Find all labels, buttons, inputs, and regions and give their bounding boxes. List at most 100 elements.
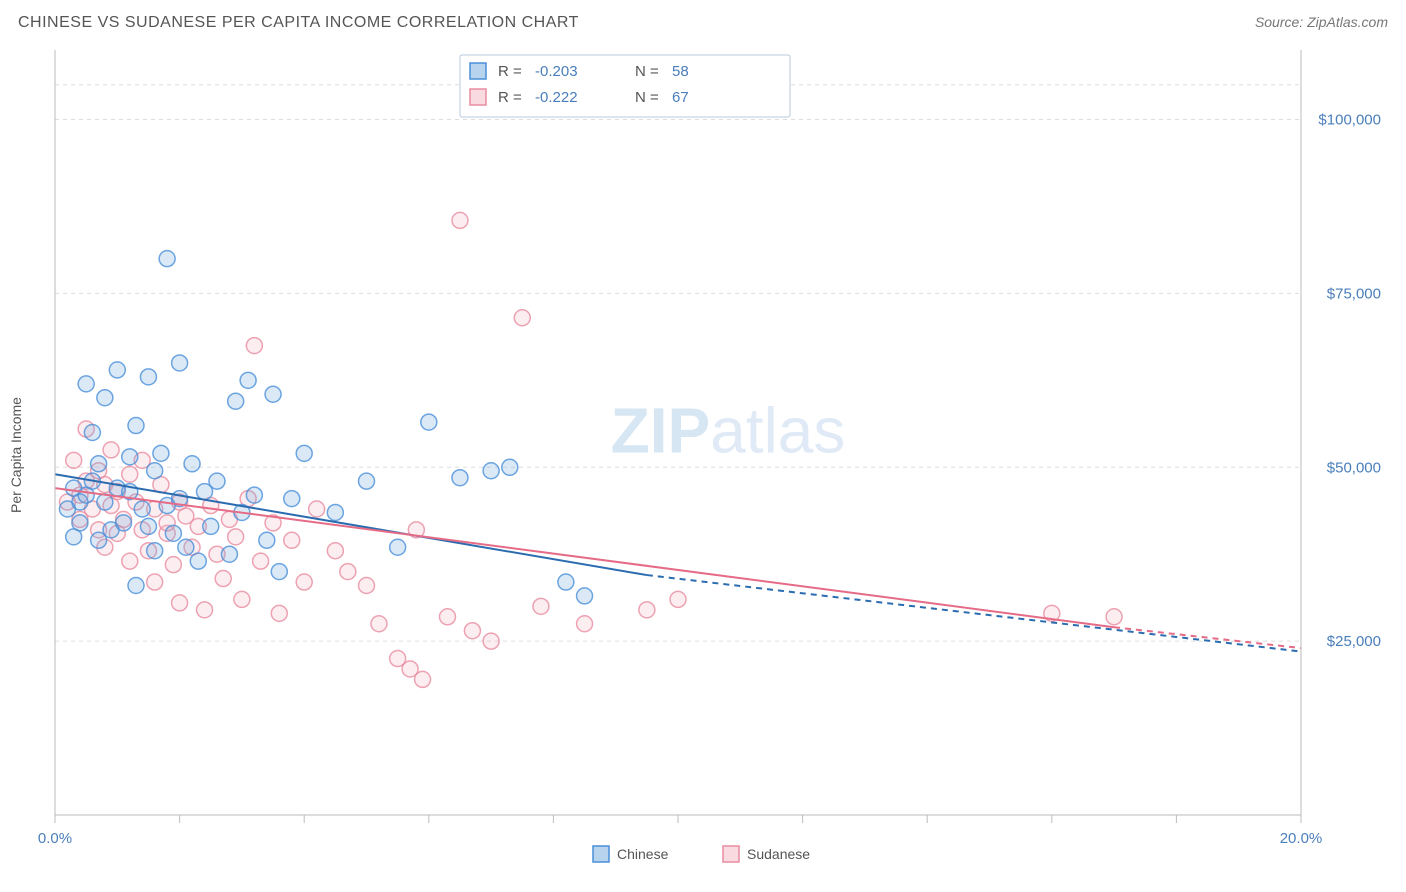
data-point: [577, 588, 593, 604]
data-point: [483, 463, 499, 479]
data-point: [122, 553, 138, 569]
y-tick-label: $100,000: [1318, 112, 1381, 129]
data-point: [134, 501, 150, 517]
y-axis-label: Per Capita Income: [8, 397, 24, 513]
data-point: [72, 515, 88, 531]
data-point: [147, 463, 163, 479]
chart-header: CHINESE VS SUDANESE PER CAPITA INCOME CO…: [10, 10, 1396, 40]
data-point: [215, 571, 231, 587]
svg-text:67: 67: [672, 89, 689, 106]
data-point: [483, 633, 499, 649]
data-point: [670, 591, 686, 607]
data-point: [309, 501, 325, 517]
data-point: [296, 574, 312, 590]
data-point: [172, 355, 188, 371]
data-point: [109, 362, 125, 378]
data-point: [296, 445, 312, 461]
data-point: [122, 449, 138, 465]
svg-text:-0.222: -0.222: [535, 89, 578, 106]
data-point: [284, 532, 300, 548]
data-point: [197, 602, 213, 618]
data-point: [359, 473, 375, 489]
data-point: [165, 525, 181, 541]
svg-text:N =: N =: [635, 89, 659, 106]
data-point: [533, 598, 549, 614]
data-point: [340, 564, 356, 580]
data-point: [390, 539, 406, 555]
x-tick-label: 20.0%: [1280, 830, 1323, 847]
data-point: [128, 578, 144, 594]
svg-text:R =: R =: [498, 63, 522, 80]
data-point: [259, 532, 275, 548]
svg-text:N =: N =: [635, 63, 659, 80]
data-point: [464, 623, 480, 639]
data-point: [91, 456, 107, 472]
data-point: [184, 456, 200, 472]
data-point: [265, 386, 281, 402]
data-point: [327, 504, 343, 520]
data-point: [577, 616, 593, 632]
data-point: [190, 553, 206, 569]
legend-label: Sudanese: [747, 846, 810, 862]
data-point: [147, 574, 163, 590]
chart-title: CHINESE VS SUDANESE PER CAPITA INCOME CO…: [18, 14, 579, 32]
data-point: [246, 487, 262, 503]
data-point: [159, 251, 175, 267]
data-point: [253, 553, 269, 569]
data-point: [78, 376, 94, 392]
data-point: [271, 605, 287, 621]
svg-text:R =: R =: [498, 89, 522, 106]
data-point: [84, 425, 100, 441]
data-point: [97, 494, 113, 510]
data-point: [240, 372, 256, 388]
data-point: [66, 452, 82, 468]
data-point: [172, 595, 188, 611]
data-point: [639, 602, 655, 618]
data-point: [439, 609, 455, 625]
x-tick-label: 0.0%: [38, 830, 72, 847]
data-point: [514, 310, 530, 326]
svg-text:-0.203: -0.203: [535, 63, 578, 80]
data-point: [178, 539, 194, 555]
data-point: [502, 459, 518, 475]
data-point: [116, 515, 132, 531]
data-point: [452, 212, 468, 228]
data-point: [147, 543, 163, 559]
data-point: [128, 418, 144, 434]
y-tick-label: $50,000: [1327, 459, 1381, 476]
legend-label: Chinese: [617, 846, 669, 862]
data-point: [140, 518, 156, 534]
chart-source: Source: ZipAtlas.com: [1255, 14, 1388, 30]
data-point: [415, 671, 431, 687]
data-point: [558, 574, 574, 590]
data-point: [103, 442, 119, 458]
scatter-chart: ZIPatlas 0.0% 20.0% $25,000 $50,000 $75,000 $1…: [10, 40, 1396, 870]
data-point: [203, 518, 219, 534]
data-point: [209, 473, 225, 489]
legend-swatch: [723, 846, 739, 862]
data-point: [221, 546, 237, 562]
data-point: [327, 543, 343, 559]
data-point: [122, 466, 138, 482]
data-point: [234, 591, 250, 607]
chart-container: Per Capita Income ZIPatlas 0.0% 20.0% $25,0…: [10, 40, 1396, 870]
data-point: [153, 445, 169, 461]
data-point: [97, 390, 113, 406]
data-point: [284, 491, 300, 507]
legend-swatch: [593, 846, 609, 862]
data-point: [228, 393, 244, 409]
y-tick-label: $75,000: [1327, 285, 1381, 302]
data-point: [246, 338, 262, 354]
data-point: [165, 557, 181, 573]
data-point: [1106, 609, 1122, 625]
svg-text:58: 58: [672, 63, 689, 80]
data-point: [452, 470, 468, 486]
data-point: [371, 616, 387, 632]
y-tick-label: $25,000: [1327, 633, 1381, 650]
data-point: [271, 564, 287, 580]
data-point: [228, 529, 244, 545]
data-point: [421, 414, 437, 430]
data-point: [140, 369, 156, 385]
data-point: [359, 578, 375, 594]
svg-text:ZIPatlas: ZIPatlas: [611, 395, 846, 467]
